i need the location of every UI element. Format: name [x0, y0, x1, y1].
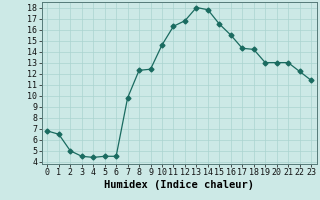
- X-axis label: Humidex (Indice chaleur): Humidex (Indice chaleur): [104, 180, 254, 190]
